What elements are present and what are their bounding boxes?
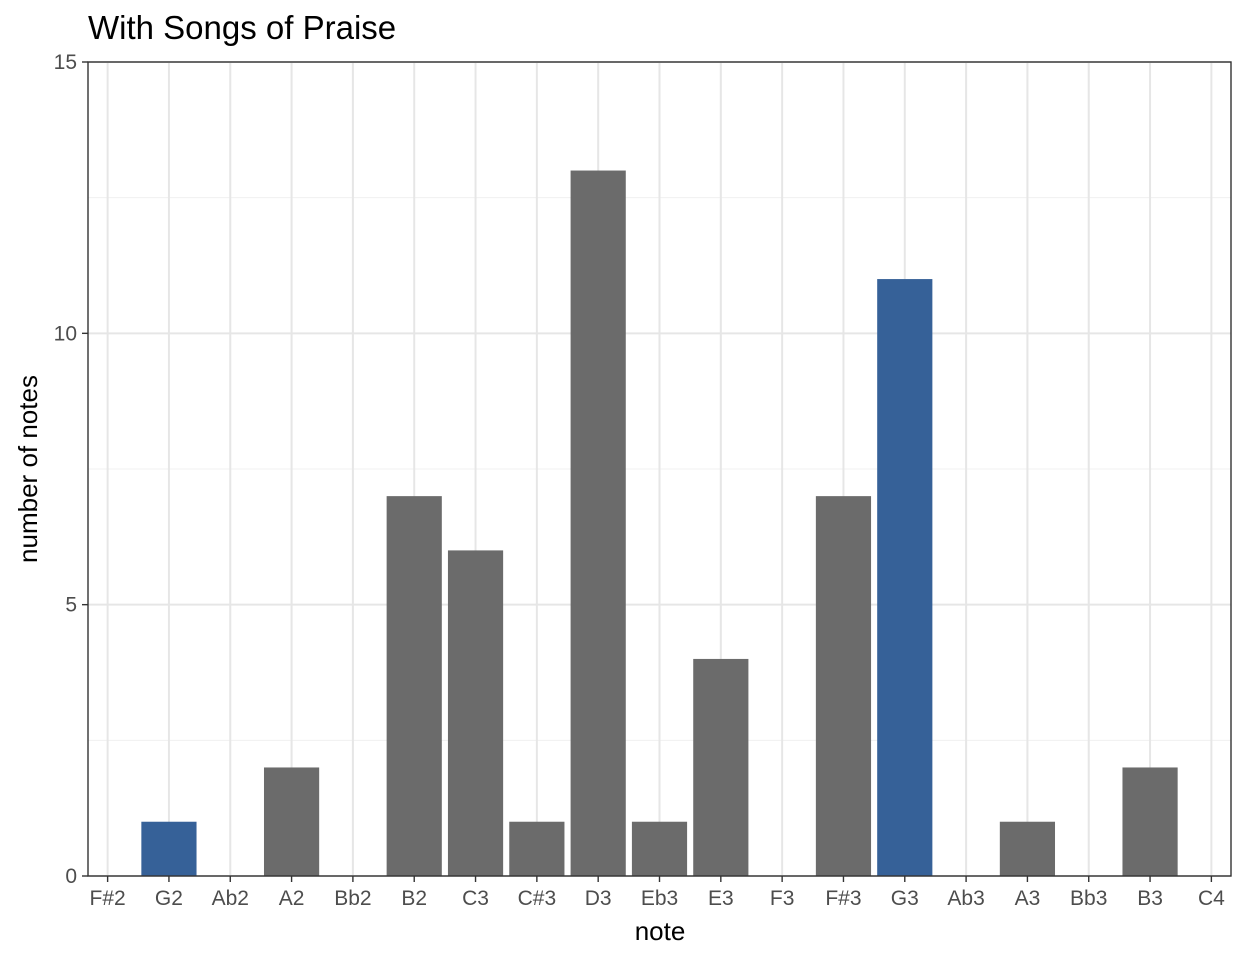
bar-g3	[877, 279, 933, 877]
y-tick-label: 5	[65, 594, 77, 617]
bar-b3	[1122, 767, 1178, 876]
y-axis-title: number of notes	[13, 375, 43, 563]
x-tick-label: Bb2	[334, 887, 371, 910]
x-tick-label: G2	[155, 887, 183, 910]
x-tick-label: Ab3	[947, 887, 984, 910]
chart-title: With Songs of Praise	[88, 9, 396, 46]
x-tick-label: Ab2	[212, 887, 249, 910]
bar-f-sharp3	[815, 496, 872, 876]
x-tick-label: B2	[401, 887, 427, 910]
y-axis: 0 5 10 15	[54, 51, 88, 888]
bars	[141, 170, 1178, 877]
x-tick-label: A2	[279, 887, 305, 910]
x-tick-label: C#3	[518, 887, 557, 910]
x-tick-label: Bb3	[1070, 887, 1107, 910]
bar-a3	[999, 821, 1056, 876]
x-tick-label: E3	[708, 887, 734, 910]
bar-a2	[263, 767, 320, 876]
x-tick-label: G3	[891, 887, 919, 910]
x-tick-label: F#2	[90, 887, 126, 910]
y-tick-label: 0	[65, 865, 77, 888]
x-tick-label: D3	[585, 887, 612, 910]
y-tick-label: 15	[54, 51, 77, 74]
x-tick-label: Eb3	[641, 887, 678, 910]
x-axis-title: note	[635, 916, 686, 946]
x-tick-label: A3	[1015, 887, 1041, 910]
bar-c3	[447, 550, 504, 876]
y-tick-label: 10	[54, 322, 77, 345]
bar-b2	[386, 496, 442, 876]
x-tick-label: B3	[1137, 887, 1163, 910]
x-tick-label: F3	[770, 887, 795, 910]
x-tick-label: C3	[462, 887, 489, 910]
grid-lines	[88, 61, 1231, 877]
x-tick-label: C4	[1198, 887, 1225, 910]
x-tick-label: F#3	[825, 887, 861, 910]
bar-eb3	[631, 821, 688, 876]
bar-c-sharp3	[509, 821, 565, 876]
bar-e3	[693, 658, 749, 876]
bar-d3	[570, 170, 626, 877]
bar-g2	[141, 821, 197, 876]
x-axis: F#2 G2 Ab2 A2 Bb2 B2 C3 C#3 D3 Eb3 E3 F3 F#3 G3 Ab3 A3 B…	[90, 876, 1225, 910]
